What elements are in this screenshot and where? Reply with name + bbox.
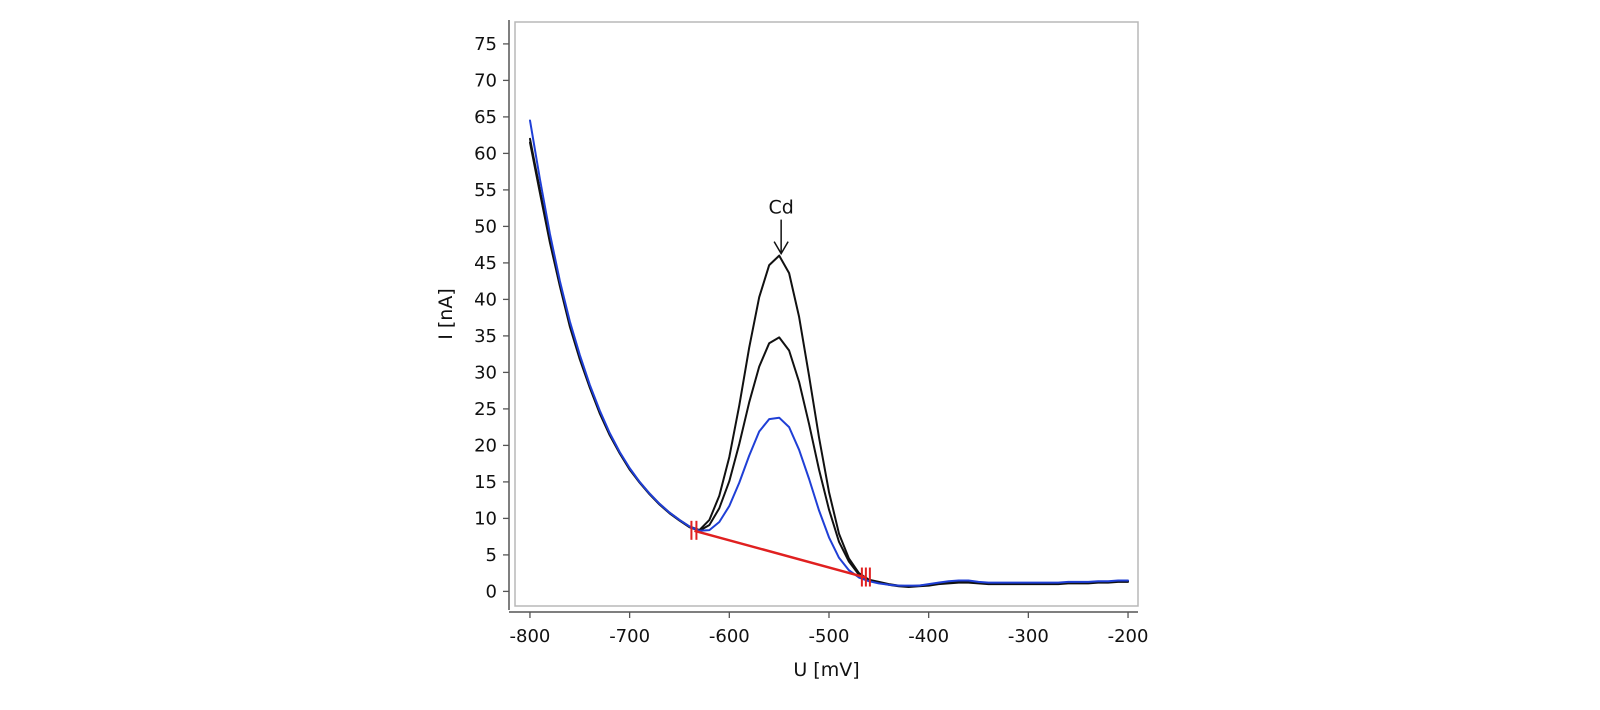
annotation-arrow-head (773, 241, 789, 256)
y-tick-label: 10 (474, 508, 497, 529)
series-layer (529, 119, 1129, 588)
annotation-layer: Cd (768, 197, 794, 256)
y-tick-label: 35 (474, 326, 497, 347)
x-tick-label: -300 (1008, 626, 1049, 647)
y-tick-label: 15 (474, 472, 497, 493)
y-axis-label: I [nA] (435, 288, 457, 340)
y-tick-label: 30 (474, 362, 497, 383)
x-tick-label: -600 (709, 626, 750, 647)
y-tick-label: 25 (474, 399, 497, 420)
y-tick-label: 0 (486, 581, 497, 602)
x-tick-label: -400 (908, 626, 949, 647)
plot-frame (514, 21, 1139, 607)
y-tick-label: 70 (474, 70, 497, 91)
y-tick-label: 20 (474, 435, 497, 456)
y-tick-label: 60 (474, 143, 497, 164)
axes-layer: 0 5 10 15 20 25 30 35 40 45 50 55 60 65 70 75 -800 -700 -6… (474, 20, 1148, 647)
y-tick-label: 65 (474, 107, 497, 128)
y-tick-label: 5 (486, 545, 497, 566)
series-line-1 (529, 137, 1129, 588)
x-tick-label: -200 (1108, 626, 1149, 647)
y-tick-label: 40 (474, 289, 497, 310)
series-line-2 (529, 141, 1129, 588)
y-tick-label: 50 (474, 216, 497, 237)
annotation-label: Cd (768, 197, 793, 219)
series-line-3 (529, 119, 1129, 587)
y-tick-label: 45 (474, 253, 497, 274)
x-tick-label: -800 (510, 626, 551, 647)
x-tick-label: -500 (809, 626, 850, 647)
y-tick-label: 55 (474, 180, 497, 201)
x-tick-label: -700 (609, 626, 650, 647)
x-axis-label: U [mV] (793, 659, 859, 681)
baseline-line (694, 529, 867, 579)
y-tick-label: 75 (474, 34, 497, 55)
